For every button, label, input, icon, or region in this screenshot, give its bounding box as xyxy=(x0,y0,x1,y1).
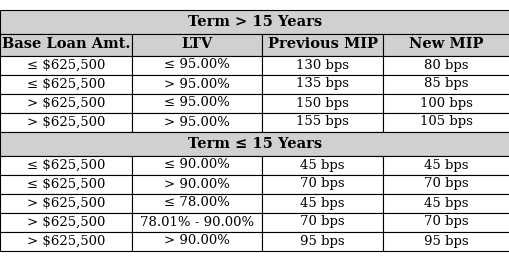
Text: ≤ $625,500: ≤ $625,500 xyxy=(27,178,105,191)
Bar xyxy=(132,212,262,231)
Text: Previous MIP: Previous MIP xyxy=(267,37,377,51)
Bar xyxy=(382,94,509,113)
Bar xyxy=(382,193,509,212)
Text: 150 bps: 150 bps xyxy=(296,96,348,109)
Text: New MIP: New MIP xyxy=(408,37,483,51)
Text: 80 bps: 80 bps xyxy=(423,58,468,72)
Text: 100 bps: 100 bps xyxy=(419,96,472,109)
Bar xyxy=(0,75,132,94)
Bar xyxy=(262,212,382,231)
Text: 70 bps: 70 bps xyxy=(300,216,344,229)
Bar xyxy=(262,193,382,212)
Bar xyxy=(382,75,509,94)
Bar xyxy=(132,75,262,94)
Text: > $625,500: > $625,500 xyxy=(27,96,105,109)
Bar xyxy=(262,94,382,113)
Text: 95 bps: 95 bps xyxy=(300,235,344,248)
Text: Term ≤ 15 Years: Term ≤ 15 Years xyxy=(188,136,321,151)
Text: ≤ 95.00%: ≤ 95.00% xyxy=(164,96,230,109)
Text: ≤ $625,500: ≤ $625,500 xyxy=(27,58,105,72)
Bar xyxy=(0,155,132,174)
Bar xyxy=(132,155,262,174)
Bar xyxy=(0,212,132,231)
Text: 70 bps: 70 bps xyxy=(423,178,468,191)
Bar xyxy=(132,94,262,113)
Bar xyxy=(262,34,382,55)
Text: ≤ $625,500: ≤ $625,500 xyxy=(27,77,105,90)
Bar xyxy=(0,193,132,212)
Text: > 95.00%: > 95.00% xyxy=(164,77,230,90)
Text: 105 bps: 105 bps xyxy=(419,115,472,128)
Bar xyxy=(132,174,262,193)
Text: > $625,500: > $625,500 xyxy=(27,235,105,248)
Bar xyxy=(0,113,132,132)
Bar xyxy=(382,174,509,193)
Text: 45 bps: 45 bps xyxy=(423,159,468,172)
Text: 45 bps: 45 bps xyxy=(300,159,344,172)
Bar xyxy=(0,55,132,75)
Text: 70 bps: 70 bps xyxy=(423,216,468,229)
Text: 135 bps: 135 bps xyxy=(295,77,348,90)
Bar xyxy=(0,34,132,55)
Bar xyxy=(262,155,382,174)
Text: ≤ 78.00%: ≤ 78.00% xyxy=(164,197,230,210)
Bar xyxy=(382,34,509,55)
Text: > $625,500: > $625,500 xyxy=(27,197,105,210)
Text: Term > 15 Years: Term > 15 Years xyxy=(188,15,321,29)
Bar xyxy=(132,193,262,212)
Bar xyxy=(0,132,509,155)
Text: 155 bps: 155 bps xyxy=(296,115,348,128)
Bar xyxy=(0,231,132,250)
Bar xyxy=(262,174,382,193)
Text: > 95.00%: > 95.00% xyxy=(164,115,230,128)
Bar xyxy=(382,113,509,132)
Text: > $625,500: > $625,500 xyxy=(27,115,105,128)
Bar xyxy=(262,55,382,75)
Bar xyxy=(0,94,132,113)
Text: 78.01% - 90.00%: 78.01% - 90.00% xyxy=(139,216,253,229)
Text: 45 bps: 45 bps xyxy=(423,197,468,210)
Text: 95 bps: 95 bps xyxy=(423,235,468,248)
Bar xyxy=(382,231,509,250)
Text: 45 bps: 45 bps xyxy=(300,197,344,210)
Bar xyxy=(382,55,509,75)
Bar xyxy=(262,113,382,132)
Text: ≤ 90.00%: ≤ 90.00% xyxy=(164,159,230,172)
Text: 85 bps: 85 bps xyxy=(423,77,468,90)
Text: > $625,500: > $625,500 xyxy=(27,216,105,229)
Text: > 90.00%: > 90.00% xyxy=(164,235,230,248)
Bar xyxy=(382,155,509,174)
Bar xyxy=(132,55,262,75)
Text: ≤ $625,500: ≤ $625,500 xyxy=(27,159,105,172)
Text: 70 bps: 70 bps xyxy=(300,178,344,191)
Bar xyxy=(0,174,132,193)
Bar xyxy=(132,113,262,132)
Text: Base Loan Amt.: Base Loan Amt. xyxy=(2,37,130,51)
Bar xyxy=(382,212,509,231)
Text: ≤ 95.00%: ≤ 95.00% xyxy=(164,58,230,72)
Bar xyxy=(132,231,262,250)
Bar xyxy=(262,231,382,250)
Bar xyxy=(132,34,262,55)
Text: LTV: LTV xyxy=(181,37,212,51)
Text: > 90.00%: > 90.00% xyxy=(164,178,230,191)
Text: 130 bps: 130 bps xyxy=(295,58,348,72)
Bar xyxy=(262,75,382,94)
Bar xyxy=(0,10,509,34)
